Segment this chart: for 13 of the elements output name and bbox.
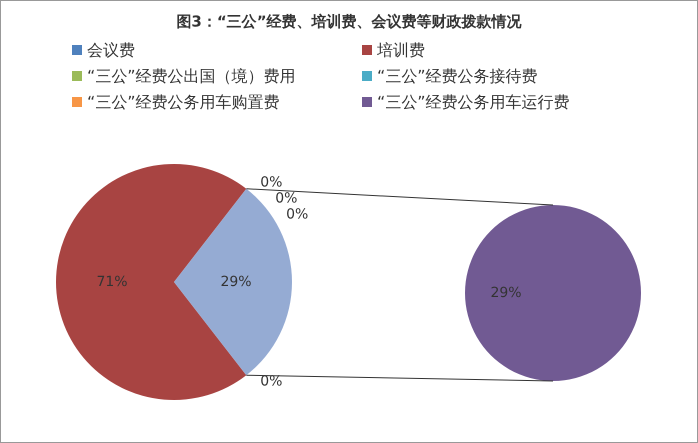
data-label: 29% bbox=[220, 274, 252, 290]
text: 0% bbox=[260, 174, 282, 190]
chart-title: 图3：“三公”经费、培训费、会议费等财政拨款情况 bbox=[176, 12, 523, 30]
legend-label: “三公”经费公务用车运行费 bbox=[377, 92, 570, 112]
legend-label: “三公”经费公务接待费 bbox=[377, 66, 538, 86]
legend-label: “三公”经费公务用车购置费 bbox=[87, 92, 280, 112]
data-label: 71% bbox=[96, 274, 128, 290]
legend-label: 培训费 bbox=[376, 40, 425, 60]
legend-label: “三公”经费公出国（境）费用 bbox=[87, 66, 296, 86]
data-label: 29% bbox=[490, 285, 522, 301]
legend-label: 会议费 bbox=[87, 40, 135, 60]
text: 0% bbox=[275, 190, 298, 206]
text: 0% bbox=[286, 206, 308, 222]
